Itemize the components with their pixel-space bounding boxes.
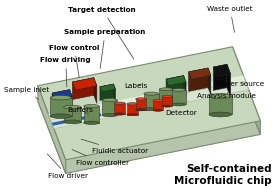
- Ellipse shape: [209, 112, 232, 117]
- Ellipse shape: [50, 95, 71, 100]
- Polygon shape: [94, 78, 97, 103]
- Polygon shape: [232, 47, 260, 134]
- Ellipse shape: [136, 98, 147, 100]
- Polygon shape: [227, 64, 230, 97]
- Text: Self-contained
Microfluidic chip: Self-contained Microfluidic chip: [174, 164, 272, 186]
- Polygon shape: [114, 103, 125, 114]
- Polygon shape: [38, 62, 260, 174]
- Polygon shape: [38, 86, 66, 174]
- Ellipse shape: [162, 95, 172, 97]
- Text: Waste outlet: Waste outlet: [207, 6, 253, 32]
- Ellipse shape: [64, 120, 81, 124]
- Text: Flow driving: Flow driving: [40, 57, 91, 87]
- Polygon shape: [213, 64, 227, 90]
- Ellipse shape: [114, 113, 125, 115]
- Polygon shape: [48, 75, 245, 120]
- Text: Analysis module: Analysis module: [197, 93, 256, 99]
- Ellipse shape: [127, 103, 138, 105]
- Ellipse shape: [159, 102, 173, 105]
- Polygon shape: [183, 76, 186, 96]
- Ellipse shape: [102, 114, 117, 117]
- Text: Sample preparation: Sample preparation: [64, 29, 146, 68]
- Ellipse shape: [162, 105, 172, 107]
- Polygon shape: [162, 96, 172, 106]
- Ellipse shape: [64, 105, 81, 109]
- Polygon shape: [159, 89, 173, 104]
- Ellipse shape: [153, 109, 163, 111]
- Text: Sample inlet: Sample inlet: [4, 87, 49, 100]
- Text: Flow controller: Flow controller: [72, 149, 129, 166]
- Ellipse shape: [84, 105, 99, 108]
- Ellipse shape: [127, 113, 138, 116]
- Ellipse shape: [159, 88, 173, 91]
- Ellipse shape: [102, 98, 117, 101]
- Polygon shape: [166, 76, 183, 93]
- Ellipse shape: [172, 88, 186, 91]
- Polygon shape: [84, 106, 99, 123]
- Ellipse shape: [153, 99, 163, 101]
- Text: Labels: Labels: [124, 83, 147, 89]
- Polygon shape: [188, 68, 211, 79]
- Text: Detector: Detector: [165, 110, 197, 116]
- Polygon shape: [166, 76, 186, 86]
- Ellipse shape: [209, 94, 232, 98]
- Ellipse shape: [144, 92, 159, 95]
- Polygon shape: [153, 101, 163, 110]
- Text: Flow driver: Flow driver: [47, 154, 88, 179]
- Polygon shape: [100, 84, 115, 92]
- Ellipse shape: [114, 102, 125, 104]
- Polygon shape: [188, 68, 208, 91]
- Polygon shape: [209, 96, 232, 115]
- Text: Power source: Power source: [216, 81, 264, 87]
- Polygon shape: [70, 90, 72, 110]
- Polygon shape: [172, 90, 186, 105]
- Ellipse shape: [136, 108, 147, 111]
- Ellipse shape: [50, 114, 71, 119]
- Ellipse shape: [172, 103, 186, 106]
- Polygon shape: [72, 78, 97, 90]
- Polygon shape: [100, 84, 113, 100]
- Polygon shape: [52, 113, 101, 126]
- Polygon shape: [127, 104, 138, 115]
- Text: Target detection: Target detection: [68, 7, 136, 59]
- Ellipse shape: [84, 121, 99, 124]
- Ellipse shape: [144, 108, 159, 111]
- Polygon shape: [113, 84, 115, 103]
- Polygon shape: [208, 68, 211, 95]
- Polygon shape: [38, 47, 260, 160]
- Text: Flow control: Flow control: [49, 45, 100, 77]
- Polygon shape: [64, 107, 81, 122]
- Polygon shape: [72, 78, 94, 100]
- Polygon shape: [52, 90, 70, 107]
- Polygon shape: [102, 100, 117, 115]
- Polygon shape: [136, 99, 147, 110]
- Polygon shape: [50, 98, 71, 116]
- Polygon shape: [51, 81, 249, 129]
- Text: Buffers: Buffers: [67, 107, 93, 114]
- Polygon shape: [213, 64, 230, 77]
- Polygon shape: [52, 90, 72, 100]
- Text: Fluidic actuator: Fluidic actuator: [81, 139, 148, 154]
- Polygon shape: [144, 94, 159, 109]
